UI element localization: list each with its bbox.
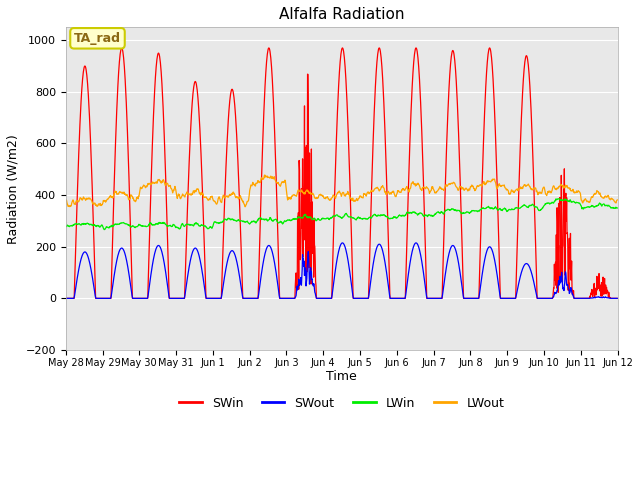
SWin bbox=[118, 45, 125, 51]
SWin bbox=[62, 296, 70, 301]
SWin bbox=[185, 170, 193, 176]
SWout bbox=[185, 266, 193, 272]
SWin bbox=[613, 296, 621, 301]
LWout bbox=[62, 197, 70, 203]
SWout bbox=[62, 296, 70, 301]
Line: LWin: LWin bbox=[66, 199, 617, 229]
LWout bbox=[171, 183, 179, 189]
SWout bbox=[500, 296, 508, 301]
Line: SWin: SWin bbox=[66, 48, 617, 299]
SWout bbox=[412, 240, 420, 246]
LWin bbox=[185, 222, 193, 228]
Title: Alfalfa Radiation: Alfalfa Radiation bbox=[279, 7, 404, 22]
LWin bbox=[613, 205, 621, 211]
LWin bbox=[555, 196, 563, 202]
SWout bbox=[613, 296, 621, 301]
SWout bbox=[172, 296, 179, 301]
SWin bbox=[172, 296, 179, 301]
LWout bbox=[184, 192, 192, 198]
SWout bbox=[428, 296, 436, 301]
LWout bbox=[613, 197, 621, 203]
Line: LWout: LWout bbox=[66, 175, 617, 207]
SWin bbox=[246, 296, 254, 301]
Line: SWout: SWout bbox=[66, 243, 617, 299]
LWout bbox=[241, 204, 249, 210]
LWin bbox=[101, 227, 109, 232]
Legend: SWin, SWout, LWin, LWout: SWin, SWout, LWin, LWout bbox=[174, 392, 509, 415]
X-axis label: Time: Time bbox=[326, 371, 357, 384]
LWout bbox=[260, 172, 268, 178]
LWin bbox=[62, 223, 70, 229]
LWin bbox=[246, 220, 254, 226]
SWout bbox=[129, 296, 137, 301]
LWin bbox=[428, 212, 435, 218]
LWin bbox=[172, 224, 179, 230]
SWout bbox=[246, 296, 254, 301]
LWout bbox=[428, 184, 436, 190]
SWin bbox=[500, 296, 508, 301]
LWout bbox=[500, 183, 508, 189]
SWin bbox=[548, 296, 556, 301]
SWin bbox=[428, 296, 435, 301]
LWin bbox=[500, 206, 508, 212]
Y-axis label: Radiation (W/m2): Radiation (W/m2) bbox=[7, 134, 20, 243]
LWin bbox=[548, 199, 556, 205]
LWout bbox=[246, 185, 254, 191]
Text: TA_rad: TA_rad bbox=[74, 32, 121, 45]
LWout bbox=[548, 186, 556, 192]
SWout bbox=[548, 295, 556, 301]
